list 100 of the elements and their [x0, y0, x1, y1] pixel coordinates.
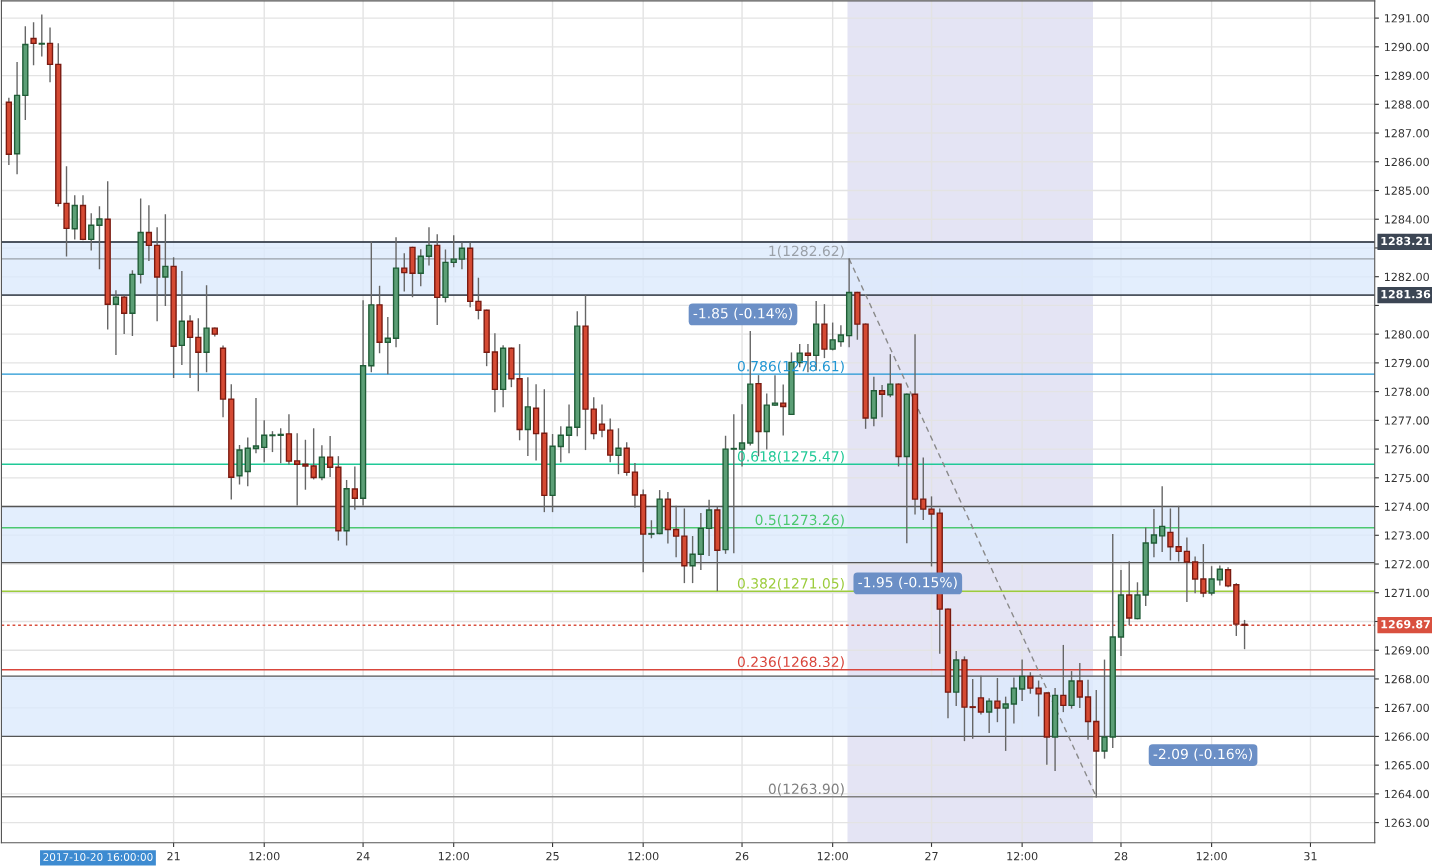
candlestick	[771, 375, 779, 407]
candlestick	[1224, 567, 1232, 588]
candlestick	[269, 431, 276, 453]
candlestick	[38, 14, 45, 57]
candlestick	[261, 420, 268, 463]
y-tick-label: 1284.00	[1384, 215, 1429, 224]
candlestick	[277, 428, 284, 464]
y-tick-label: 1274.00	[1384, 502, 1429, 511]
y-tick-label: 1264.00	[1384, 789, 1429, 799]
candlestick	[351, 466, 359, 510]
candlestick	[1101, 659, 1108, 759]
candlestick	[565, 404, 573, 454]
candlestick	[672, 505, 680, 558]
candlestick	[1134, 582, 1141, 620]
candlestick	[1191, 556, 1199, 594]
y-tick-label: 1287.00	[1384, 129, 1429, 138]
annotation: 0.382(1271.05)	[737, 577, 844, 591]
candlestick	[730, 414, 737, 554]
candlestick	[384, 317, 391, 375]
candlestick	[401, 253, 408, 292]
annotation: 0.5(1273.26)	[755, 514, 844, 527]
y-tick-label: 1273.00	[1384, 531, 1429, 540]
candlestick	[326, 436, 334, 478]
candlestick	[598, 404, 606, 438]
candlestick	[631, 463, 639, 508]
y-tick-label: 1265.00	[1384, 761, 1429, 770]
y-tick-label: 1280.00	[1384, 330, 1429, 339]
y-tick-label: 1263.00	[1384, 818, 1429, 827]
y-tick-label: 1275.00	[1384, 473, 1429, 483]
candlestick	[195, 318, 202, 392]
candlestick	[994, 677, 1001, 723]
candlestick	[145, 205, 153, 262]
y-tick-label: 1286.00	[1384, 157, 1429, 167]
candlestick	[1010, 677, 1018, 724]
y-tick-label: 1282.00	[1384, 272, 1429, 282]
y-tick-label: 1271.00	[1384, 588, 1429, 598]
candlestick	[1018, 659, 1026, 701]
y-tick-label: 1266.00	[1384, 732, 1429, 741]
annotation: 0(1263.90)	[768, 783, 844, 796]
annotation: -1.85 (-0.14%)	[693, 307, 792, 321]
x-tick-label: 12:00	[1007, 851, 1038, 861]
annotation: -1.95 (-0.15%)	[858, 576, 957, 590]
candlestick	[186, 315, 194, 378]
candlestick	[425, 227, 433, 266]
y-tick-label: 1267.00	[1384, 703, 1429, 713]
x-tick-label: 26	[735, 851, 749, 861]
x-tick-label: 27	[925, 851, 938, 861]
candlestick	[1159, 486, 1166, 553]
y-tick-label: 1276.00	[1384, 445, 1429, 454]
candlestick	[417, 249, 424, 287]
candlestick	[244, 437, 251, 487]
candlestick	[878, 384, 886, 418]
x-tick-label: 25	[546, 851, 559, 861]
candlestick	[71, 195, 78, 240]
candlestick	[837, 325, 845, 347]
y-tick-label: 1290.00	[1384, 42, 1429, 52]
x-tick-label: 21	[167, 851, 180, 861]
x-tick-label: 12:00	[628, 851, 659, 861]
candlestick	[450, 235, 457, 268]
candlestick	[986, 698, 993, 734]
candlestick	[887, 354, 894, 398]
y-tick-label: 1285.00	[1384, 186, 1429, 195]
candlestick	[557, 426, 564, 463]
y-tick-label: 1288.00	[1384, 100, 1429, 109]
x-tick-label: 24	[356, 851, 370, 861]
candlestick	[112, 290, 120, 355]
ref-line-label: 1283.21	[1381, 236, 1431, 246]
text: 2017-10-20 16:00:00	[43, 853, 153, 861]
y-tick-label: 1289.00	[1384, 71, 1429, 80]
candlestick	[458, 242, 466, 270]
annotation: 0.236(1268.32)	[737, 656, 844, 669]
x-tick-label: 12:00	[438, 851, 469, 861]
candlestick	[524, 377, 532, 457]
candlestick	[1002, 696, 1009, 751]
candlestick	[252, 398, 260, 454]
annotation: -2.09 (-0.16%)	[1153, 748, 1253, 761]
candlestick	[829, 322, 836, 351]
annotation: 1(1282.62)	[769, 245, 844, 258]
candlestick	[1150, 509, 1158, 558]
candlestick	[969, 679, 976, 739]
candlestick	[1208, 566, 1215, 596]
y-tick-label: 1278.00	[1384, 387, 1429, 397]
y-tick-label: 1277.00	[1384, 416, 1429, 425]
candlestick	[689, 536, 696, 584]
y-tick-label: 1279.00	[1384, 358, 1429, 368]
candlestick	[96, 206, 103, 270]
candlestick	[294, 433, 301, 506]
y-tick-label: 1268.00	[1384, 674, 1429, 684]
x-tick-label: 12:00	[817, 851, 848, 861]
x-tick-label: 12:00	[1196, 851, 1227, 861]
candlestick	[46, 27, 54, 83]
candlestick	[30, 22, 37, 66]
ref-line-label: 1281.36	[1381, 289, 1431, 299]
candlestick	[1183, 537, 1191, 603]
candlestick	[977, 675, 985, 715]
x-tick-label: 31	[1304, 851, 1317, 861]
candlestick	[920, 457, 927, 520]
candlestick	[162, 214, 169, 307]
candlestick	[928, 496, 935, 567]
y-tick-label: 1269.00	[1384, 646, 1429, 655]
